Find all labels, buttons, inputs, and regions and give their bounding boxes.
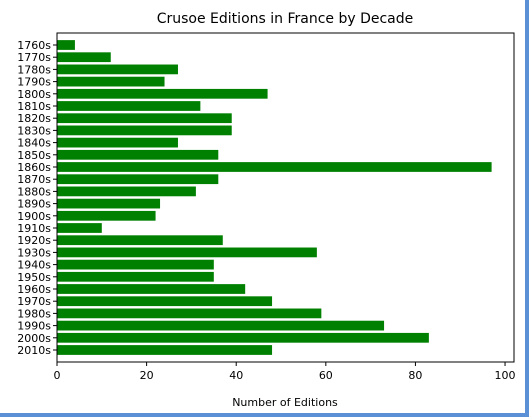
y-tick-label-1800s: 1800s [17, 88, 51, 101]
y-tick-label-1840s: 1840s [17, 137, 51, 150]
y-tick-label-1910s: 1910s [17, 222, 51, 235]
chart-title: Crusoe Editions in France by Decade [157, 11, 414, 27]
bar-1950s [57, 271, 214, 282]
bar-1810s [57, 101, 201, 111]
y-tick-label-1810s: 1810s [17, 100, 51, 113]
y-tick-label-1990s: 1990s [17, 320, 51, 333]
bar-1770s [57, 52, 111, 63]
bar-1870s [57, 174, 219, 185]
bars-group [57, 40, 492, 355]
x-axis-label: Number of Editions [232, 396, 338, 409]
bar-1830s [57, 125, 232, 136]
bar-1890s [57, 198, 161, 209]
x-tick-label-60: 60 [319, 369, 333, 382]
y-tick-label-1820s: 1820s [17, 112, 51, 125]
plot-area-border [56, 32, 515, 363]
y-tick-label-1900s: 1900s [17, 210, 51, 223]
x-tick-label-0: 0 [54, 369, 61, 382]
y-tick-label-1930s: 1930s [17, 246, 51, 259]
bar-1990s [57, 320, 385, 331]
y-tick-label-1880s: 1880s [17, 185, 51, 198]
bar-1860s [57, 162, 492, 172]
y-tick-label-1970s: 1970s [17, 295, 51, 308]
bar-1790s [57, 76, 165, 87]
bar-1930s [57, 247, 317, 258]
y-tick-label-1870s: 1870s [17, 173, 51, 186]
y-tick-labels: 1760s1770s1780s1790s1800s1810s1820s1830s… [17, 39, 57, 357]
y-tick-label-1940s: 1940s [17, 259, 51, 272]
y-tick-label-1770s: 1770s [17, 51, 51, 64]
y-tick-label-1960s: 1960s [17, 283, 51, 296]
bar-1920s [57, 235, 223, 246]
x-ticks: 0 20 40 60 80 100 [54, 362, 516, 382]
y-tick-label-1920s: 1920s [17, 234, 51, 247]
y-tick-label-1950s: 1950s [17, 271, 51, 284]
bar-2000s [57, 332, 429, 343]
bar-1980s [57, 308, 322, 319]
y-tick-label-1780s: 1780s [17, 63, 51, 76]
y-tick-label-1760s: 1760s [17, 39, 51, 52]
y-tick-label-1980s: 1980s [17, 307, 51, 320]
x-tick-label-40: 40 [229, 369, 243, 382]
bar-1840s [57, 137, 178, 148]
bar-1960s [57, 284, 246, 294]
x-tick-label-80: 80 [408, 369, 422, 382]
y-tick-label-1790s: 1790s [17, 76, 51, 89]
bar-1760s [57, 40, 75, 50]
y-tick-label-1860s: 1860s [17, 161, 51, 174]
bar-2010s [57, 345, 273, 355]
y-tick-label-1830s: 1830s [17, 124, 51, 137]
y-tick-label-2000s: 2000s [17, 332, 51, 345]
bar-1940s [57, 259, 214, 270]
x-tick-label-100: 100 [495, 369, 516, 382]
bar-1970s [57, 296, 273, 307]
bar-1820s [57, 113, 232, 124]
y-tick-label-2010s: 2010s [17, 344, 51, 357]
bar-1880s [57, 186, 196, 197]
y-tick-label-1850s: 1850s [17, 149, 51, 162]
y-tick-label-1890s: 1890s [17, 198, 51, 211]
bar-1910s [57, 223, 102, 233]
bar-1900s [57, 210, 156, 221]
bar-1800s [57, 88, 268, 99]
bar-1850s [57, 149, 219, 160]
x-tick-label-20: 20 [140, 369, 154, 382]
bar-1780s [57, 64, 178, 75]
